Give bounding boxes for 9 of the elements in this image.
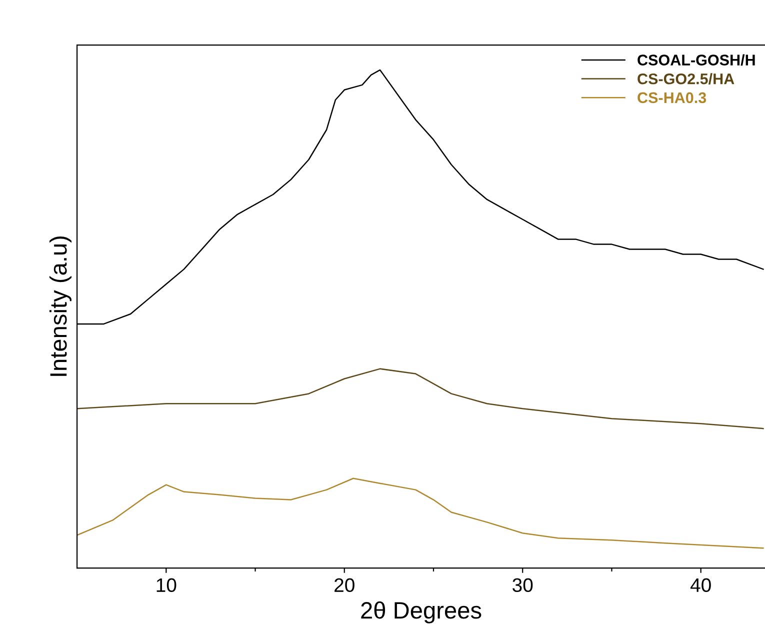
legend-label: CSOAL-GOSH/H — [638, 54, 755, 66]
y-axis-title: Intensity (a.u) — [49, 236, 72, 376]
x-axis-title: 2θ Degrees — [361, 601, 482, 624]
legend-label: CS-HA0.3 — [638, 92, 706, 104]
x-tick-label: 20 — [334, 578, 354, 592]
x-tick-label: 30 — [512, 578, 533, 592]
x-tick-label: 10 — [156, 578, 176, 592]
legend-label: CS-GO2.5/HA — [638, 73, 734, 84]
x-tick-label: 40 — [690, 578, 711, 592]
